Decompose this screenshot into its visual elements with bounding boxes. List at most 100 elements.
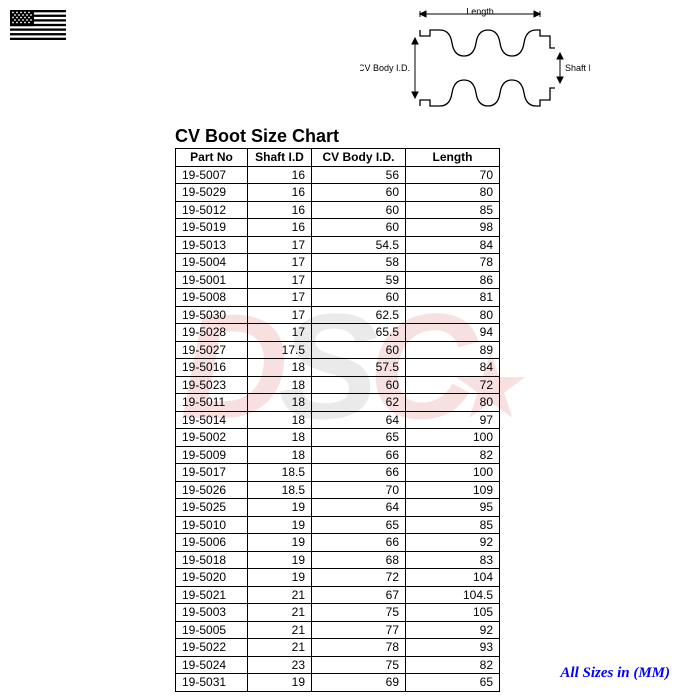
size-chart-table: Part No Shaft I.D CV Body I.D. Length 19… — [175, 148, 500, 692]
cell-length: 82 — [406, 656, 500, 674]
cell-length: 86 — [406, 271, 500, 289]
cell-cvbody: 75 — [312, 656, 406, 674]
units-note: All Sizes in (MM) — [560, 665, 670, 682]
cell-part-no: 19-5001 — [176, 271, 248, 289]
cell-cvbody: 68 — [312, 551, 406, 569]
cell-part-no: 19-5003 — [176, 604, 248, 622]
cell-shaft-id: 17.5 — [248, 341, 312, 359]
cell-shaft-id: 18 — [248, 446, 312, 464]
cell-shaft-id: 19 — [248, 674, 312, 692]
cell-length: 94 — [406, 324, 500, 342]
cell-cvbody: 66 — [312, 464, 406, 482]
cell-part-no: 19-5025 — [176, 499, 248, 517]
cell-shaft-id: 23 — [248, 656, 312, 674]
table-row: 19-50161857.584 — [176, 359, 500, 377]
cell-cvbody: 67 — [312, 586, 406, 604]
cell-cvbody: 70 — [312, 481, 406, 499]
cell-length: 83 — [406, 551, 500, 569]
cell-length: 92 — [406, 534, 500, 552]
cell-cvbody: 78 — [312, 639, 406, 657]
cell-length: 104.5 — [406, 586, 500, 604]
table-header-row: Part No Shaft I.D CV Body I.D. Length — [176, 149, 500, 167]
cell-length: 100 — [406, 464, 500, 482]
col-cvbody: CV Body I.D. — [312, 149, 406, 167]
cell-length: 89 — [406, 341, 500, 359]
cell-part-no: 19-5021 — [176, 586, 248, 604]
table-row: 19-5025196495 — [176, 499, 500, 517]
cell-cvbody: 60 — [312, 219, 406, 237]
cell-cvbody: 54.5 — [312, 236, 406, 254]
cell-shaft-id: 21 — [248, 586, 312, 604]
cell-cvbody: 65 — [312, 516, 406, 534]
table-row: 19-50201972104 — [176, 569, 500, 587]
cell-part-no: 19-5018 — [176, 551, 248, 569]
cell-cvbody: 60 — [312, 184, 406, 202]
cell-shaft-id: 16 — [248, 166, 312, 184]
chart-title: CV Boot Size Chart — [175, 126, 339, 147]
table-row: 19-5029166080 — [176, 184, 500, 202]
cell-shaft-id: 21 — [248, 639, 312, 657]
table-row: 19-50131754.584 — [176, 236, 500, 254]
cell-part-no: 19-5013 — [176, 236, 248, 254]
cell-part-no: 19-5002 — [176, 429, 248, 447]
table-row: 19-50032175105 — [176, 604, 500, 622]
cell-length: 84 — [406, 359, 500, 377]
cell-shaft-id: 17 — [248, 254, 312, 272]
table-row: 19-50301762.580 — [176, 306, 500, 324]
cell-length: 98 — [406, 219, 500, 237]
cell-part-no: 19-5024 — [176, 656, 248, 674]
cell-shaft-id: 19 — [248, 551, 312, 569]
cell-part-no: 19-5012 — [176, 201, 248, 219]
cell-cvbody: 64 — [312, 411, 406, 429]
table-row: 19-5001175986 — [176, 271, 500, 289]
cell-cvbody: 66 — [312, 446, 406, 464]
table-row: 19-5008176081 — [176, 289, 500, 307]
cell-shaft-id: 18.5 — [248, 464, 312, 482]
cell-part-no: 19-5029 — [176, 184, 248, 202]
table-row: 19-5010196585 — [176, 516, 500, 534]
cell-shaft-id: 18.5 — [248, 481, 312, 499]
col-length: Length — [406, 149, 500, 167]
cell-cvbody: 75 — [312, 604, 406, 622]
cell-part-no: 19-5007 — [176, 166, 248, 184]
table-row: 19-5031196965 — [176, 674, 500, 692]
cell-cvbody: 59 — [312, 271, 406, 289]
table-row: 19-5018196883 — [176, 551, 500, 569]
cell-length: 92 — [406, 621, 500, 639]
cell-part-no: 19-5026 — [176, 481, 248, 499]
cell-cvbody: 56 — [312, 166, 406, 184]
cell-length: 82 — [406, 446, 500, 464]
table-row: 19-5009186682 — [176, 446, 500, 464]
diagram-length-label: Length — [466, 8, 494, 16]
table-row: 19-50281765.594 — [176, 324, 500, 342]
table-row: 19-5007165670 — [176, 166, 500, 184]
cell-part-no: 19-5004 — [176, 254, 248, 272]
cell-shaft-id: 17 — [248, 289, 312, 307]
cell-cvbody: 77 — [312, 621, 406, 639]
cell-shaft-id: 16 — [248, 184, 312, 202]
table-row: 19-50021865100 — [176, 429, 500, 447]
cell-length: 85 — [406, 201, 500, 219]
cell-length: 105 — [406, 604, 500, 622]
table-row: 19-5006196692 — [176, 534, 500, 552]
cell-length: 93 — [406, 639, 500, 657]
col-shaft-id: Shaft I.D — [248, 149, 312, 167]
cell-part-no: 19-5011 — [176, 394, 248, 412]
cell-shaft-id: 18 — [248, 359, 312, 377]
cell-shaft-id: 19 — [248, 569, 312, 587]
table-row: 19-502618.570109 — [176, 481, 500, 499]
cell-length: 84 — [406, 236, 500, 254]
table-row: 19-5022217893 — [176, 639, 500, 657]
cell-shaft-id: 16 — [248, 219, 312, 237]
us-flag-icon — [10, 10, 66, 45]
cell-part-no: 19-5023 — [176, 376, 248, 394]
cell-part-no: 19-5030 — [176, 306, 248, 324]
cell-length: 81 — [406, 289, 500, 307]
cell-shaft-id: 19 — [248, 499, 312, 517]
cell-cvbody: 72 — [312, 569, 406, 587]
cell-part-no: 19-5016 — [176, 359, 248, 377]
cell-shaft-id: 17 — [248, 324, 312, 342]
cv-boot-diagram: Length Length CV Body I.D. Shaft I.D. — [360, 8, 590, 123]
table-row: 19-5019166098 — [176, 219, 500, 237]
cell-cvbody: 57.5 — [312, 359, 406, 377]
